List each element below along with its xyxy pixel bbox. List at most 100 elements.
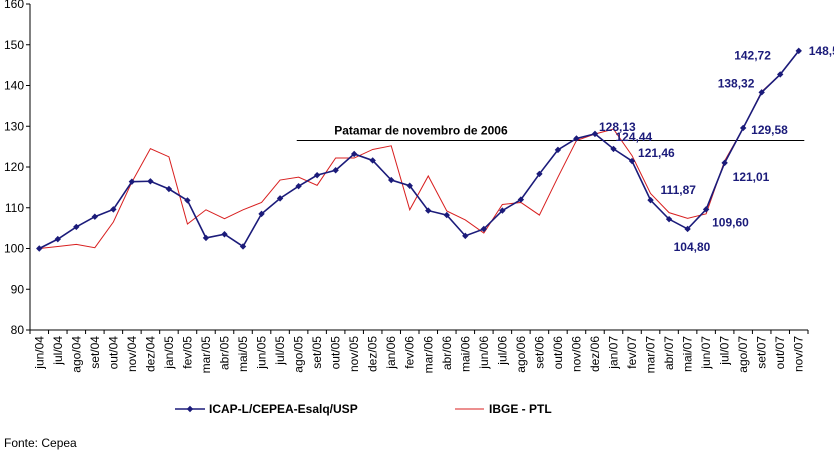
series-icap-point [777, 71, 784, 78]
chart-axes [29, 4, 808, 331]
x-tick-label: set/07 [755, 336, 769, 369]
x-tick-label: out/07 [773, 336, 787, 370]
x-tick-label: ago/04 [69, 336, 83, 373]
series-icap-point [443, 211, 450, 219]
series-icap-point [110, 206, 117, 213]
series-icap-point [332, 167, 339, 174]
x-tick-label: mar/05 [199, 336, 213, 374]
x-tick-label: mar/06 [421, 336, 435, 374]
x-tick-label: dez/04 [143, 336, 157, 372]
data-label: 124,44 [616, 130, 653, 144]
y-tick-label: 100 [4, 242, 24, 256]
series-icap-point [480, 225, 488, 233]
series-icap-point [499, 207, 506, 214]
series-icap-point [147, 178, 154, 185]
x-tick-label: set/04 [88, 336, 102, 369]
x-tick-label: nov/06 [569, 336, 583, 372]
series-icap-point [184, 197, 191, 204]
series-icap-point [739, 124, 747, 132]
series-icap-point [684, 225, 691, 233]
series-ibge-line [39, 50, 800, 249]
x-tick-label: jul/07 [718, 336, 732, 366]
series-icap-point [258, 210, 265, 218]
series-icap-point [350, 150, 358, 158]
x-tick-label: mar/07 [644, 336, 658, 374]
x-tick-label: ago/07 [736, 336, 750, 373]
x-tick-label: fev/06 [403, 336, 417, 369]
data-label: 121,46 [638, 146, 675, 160]
x-tick-label: abr/06 [440, 336, 454, 370]
x-tick-label: jun/07 [699, 336, 713, 370]
x-tick-label: fev/07 [625, 336, 639, 369]
x-tick-label: abr/05 [218, 336, 232, 370]
y-tick-label: 150 [4, 38, 24, 52]
series-icap-point [702, 206, 710, 213]
series-icap-point [554, 146, 562, 154]
series-icap-point [388, 176, 395, 184]
x-axis-ticks: jun/04 jul/04 ago/04 set/04 out/04 nov/04 dez/… [29, 330, 809, 374]
series-icap-point [54, 235, 61, 243]
y-tick-label: 140 [4, 79, 24, 93]
y-tick-label: 90 [11, 282, 25, 296]
x-tick-label: jul/06 [495, 336, 509, 366]
series-icap-point [795, 47, 802, 55]
series-icap-point [425, 207, 432, 214]
series-icap-point [73, 223, 80, 231]
y-tick-label: 130 [4, 119, 24, 133]
data-label: 142,72 [734, 48, 771, 62]
series-icap-point [406, 182, 413, 189]
series-icap-point [276, 195, 284, 202]
y-tick-label: 110 [5, 201, 24, 215]
x-tick-label: jun/06 [477, 336, 491, 370]
legend-ibge-label: IBGE - PTL [489, 402, 552, 416]
series-icap-point [91, 213, 99, 220]
x-tick-label: nov/05 [347, 336, 361, 372]
data-label: 109,60 [712, 215, 749, 229]
x-tick-label: mai/06 [458, 336, 472, 372]
data-label: 138,32 [718, 76, 755, 90]
x-tick-label: set/06 [532, 336, 546, 369]
series-icap-point [758, 89, 765, 96]
series-icap-point [536, 170, 543, 178]
y-axis-ticks: 80 90 100 110 120 130 140 150 160 [4, 0, 30, 337]
x-tick-label: ago/05 [292, 336, 306, 373]
y-tick-label: 80 [11, 323, 25, 337]
x-tick-label: abr/07 [662, 336, 676, 370]
series-icap-point [647, 196, 654, 204]
y-tick-label: 160 [4, 0, 24, 11]
x-tick-label: nov/04 [125, 336, 139, 372]
data-label: 111,87 [661, 183, 697, 197]
x-tick-label: dez/05 [366, 336, 380, 372]
series-icap-point [128, 178, 136, 185]
legend-icap-marker [186, 405, 194, 413]
series-icap-point [721, 159, 728, 167]
data-label: 148,50 [809, 44, 834, 58]
x-tick-label: jul/04 [51, 336, 65, 366]
x-tick-label: jan/07 [607, 336, 621, 370]
x-tick-label: jan/06 [384, 336, 398, 370]
series-icap-point [628, 157, 636, 165]
x-tick-label: jun/05 [255, 336, 269, 370]
series-icap-point [462, 232, 469, 240]
series-icap-point [665, 215, 673, 223]
y-tick-label: 120 [4, 160, 24, 174]
series-icap-point [610, 145, 617, 153]
series-icap-point [517, 196, 525, 203]
series-icap-point [591, 130, 599, 138]
x-tick-label: nov/07 [792, 336, 806, 372]
series-icap-point [295, 182, 302, 190]
x-tick-label: jul/05 [273, 336, 287, 366]
reference-line-label: Patamar de novembro de 2006 [334, 124, 508, 138]
series-icap-point [202, 234, 210, 242]
data-label: 121,01 [733, 170, 770, 184]
x-tick-label: mai/07 [681, 336, 695, 372]
series-icap-point [313, 171, 321, 179]
series-icap-point [36, 245, 43, 252]
data-label: 104,80 [674, 240, 711, 254]
series-icap-line [38, 50, 800, 250]
series-icap-point [369, 157, 376, 164]
x-tick-label: out/04 [106, 336, 120, 370]
x-tick-label: ago/06 [514, 336, 528, 373]
